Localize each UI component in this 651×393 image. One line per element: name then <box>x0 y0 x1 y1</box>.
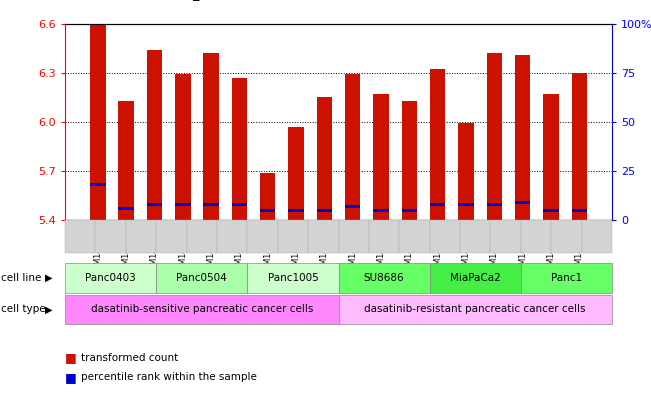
Text: Panc1: Panc1 <box>551 273 582 283</box>
Bar <box>316 209 332 212</box>
Bar <box>572 209 587 212</box>
Text: Panc1005: Panc1005 <box>268 273 318 283</box>
Bar <box>515 201 531 204</box>
Bar <box>90 183 105 186</box>
Bar <box>146 203 162 206</box>
Bar <box>543 94 559 220</box>
Bar <box>288 209 304 212</box>
Text: ▶: ▶ <box>45 305 53 314</box>
Bar <box>175 203 191 206</box>
Text: SU8686: SU8686 <box>364 273 404 283</box>
Text: ■: ■ <box>65 351 77 364</box>
Bar <box>316 97 332 220</box>
Bar <box>486 203 502 206</box>
Text: Panc0403: Panc0403 <box>85 273 136 283</box>
Bar <box>430 203 445 206</box>
Text: percentile rank within the sample: percentile rank within the sample <box>81 372 257 382</box>
Bar <box>260 173 275 220</box>
Text: ▶: ▶ <box>45 273 53 283</box>
Bar <box>458 203 474 206</box>
Text: MiaPaCa2: MiaPaCa2 <box>450 273 501 283</box>
Bar <box>572 73 587 220</box>
Bar <box>118 101 134 220</box>
Bar <box>543 209 559 212</box>
Bar <box>345 74 361 220</box>
Bar <box>260 209 275 212</box>
Text: transformed count: transformed count <box>81 353 178 363</box>
Bar <box>373 94 389 220</box>
Bar <box>203 53 219 220</box>
Text: dasatinib-resistant pancreatic cancer cells: dasatinib-resistant pancreatic cancer ce… <box>365 305 586 314</box>
Bar <box>203 203 219 206</box>
Bar <box>232 78 247 220</box>
Bar <box>232 203 247 206</box>
Bar <box>402 101 417 220</box>
Bar <box>90 24 105 220</box>
Text: cell type: cell type <box>1 305 46 314</box>
Bar <box>373 209 389 212</box>
Bar <box>146 50 162 220</box>
Text: ■: ■ <box>65 371 77 384</box>
Bar <box>486 53 502 220</box>
Bar <box>458 123 474 220</box>
Text: Panc0504: Panc0504 <box>176 273 227 283</box>
Bar <box>515 55 531 220</box>
Bar <box>288 127 304 220</box>
Bar <box>430 70 445 220</box>
Text: cell line: cell line <box>1 273 42 283</box>
Bar <box>118 207 134 210</box>
Text: dasatinib-sensitive pancreatic cancer cells: dasatinib-sensitive pancreatic cancer ce… <box>90 305 313 314</box>
Bar <box>175 74 191 220</box>
Bar <box>345 205 361 208</box>
Bar <box>402 209 417 212</box>
